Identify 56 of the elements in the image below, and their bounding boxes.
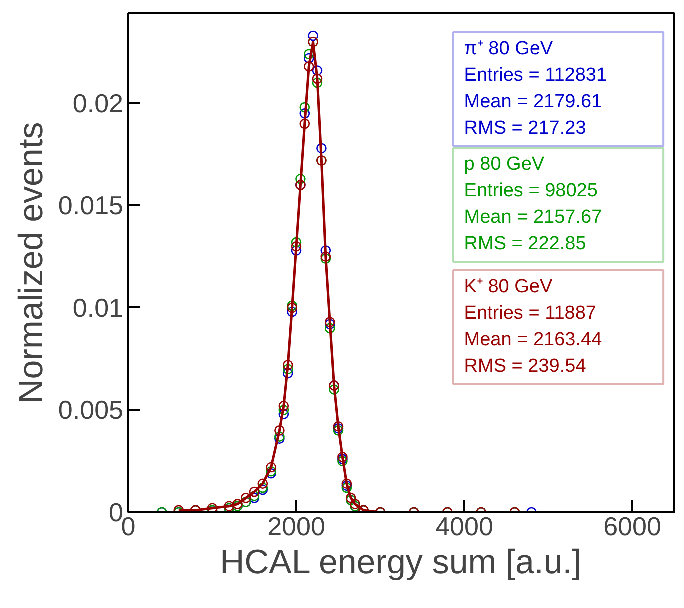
point [300,108,310,119]
point [278,401,290,412]
annotation: Entries = 112831 [464,64,608,86]
point [266,466,276,477]
y-tick-label: 0.02 [72,88,124,118]
point [274,434,285,444]
point [312,66,323,76]
point [274,426,285,436]
point [282,364,294,374]
y-tick-label: 0.015 [58,190,124,221]
annotation: Entries = 11887 [464,302,597,324]
annotation: Mean = 2157.67 [464,207,602,228]
x-axis-title: HCAL energy sum [a.u.] [220,544,582,582]
point [304,53,314,64]
x-tick-label: 6000 [604,512,662,542]
point [240,493,252,504]
point [249,486,260,498]
point [338,456,348,467]
text: π⁺ 80 GeV [464,38,554,60]
y-tick-label: 0.01 [72,292,124,323]
point [258,478,268,490]
annotation: RMS = 217.23 [464,118,586,139]
point [291,246,302,256]
annotation: RMS = 222.85 [464,234,586,255]
point [333,421,344,432]
annotation: Mean = 2163.44 [464,329,603,350]
point [266,462,276,473]
y-axis-title: Normalized events [12,122,50,404]
point [291,237,302,248]
y-tick-label: 0.005 [58,395,124,426]
point [278,409,290,420]
point [300,102,310,113]
point [282,368,294,379]
annotation: RMS = 239.54 [464,356,587,377]
point [312,78,323,88]
point [312,74,323,84]
point [300,118,310,130]
text: p 80 GeV [464,154,545,176]
x-tick-label: 4000 [436,512,494,542]
point [266,468,276,479]
annotation: Entries = 98025 [464,180,598,202]
point [278,405,290,416]
point [304,62,314,72]
point [304,49,314,60]
point [320,246,332,256]
point [324,323,336,334]
point [296,174,306,184]
point [308,30,318,42]
text: K⁺ 80 GeV [464,276,553,298]
point [329,384,340,395]
annotation: Mean = 2179.61 [464,91,602,112]
point [316,143,327,154]
point [282,360,294,370]
point [287,306,298,318]
point [291,242,302,252]
x-tick-label: 2000 [268,512,326,542]
